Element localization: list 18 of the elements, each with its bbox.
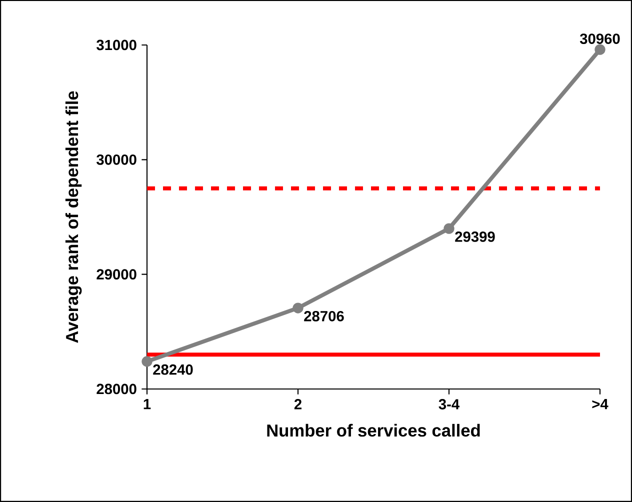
- x-tick-label: 3-4: [438, 399, 460, 410]
- y-tick-label: 28000: [96, 384, 136, 394]
- data-label: 30960: [580, 34, 620, 44]
- x-tick-label: 2: [294, 399, 302, 410]
- data-label: 28240: [153, 364, 193, 375]
- x-axis-title: Number of services called: [267, 424, 480, 437]
- y-tick-label: 30000: [96, 154, 136, 165]
- data-label: 29399: [455, 232, 495, 242]
- y-tick-label: 29000: [96, 269, 136, 280]
- data-label: 28706: [304, 310, 344, 322]
- x-tick-label: 1: [144, 399, 151, 410]
- point: [292, 302, 304, 314]
- y-axis-title: Average rank of dependent file: [65, 91, 82, 343]
- point: [594, 44, 606, 55]
- point: [142, 356, 152, 367]
- x-tick-label: >4: [592, 399, 608, 410]
- y-tick-label: 31000: [96, 40, 136, 50]
- point: [444, 223, 454, 234]
